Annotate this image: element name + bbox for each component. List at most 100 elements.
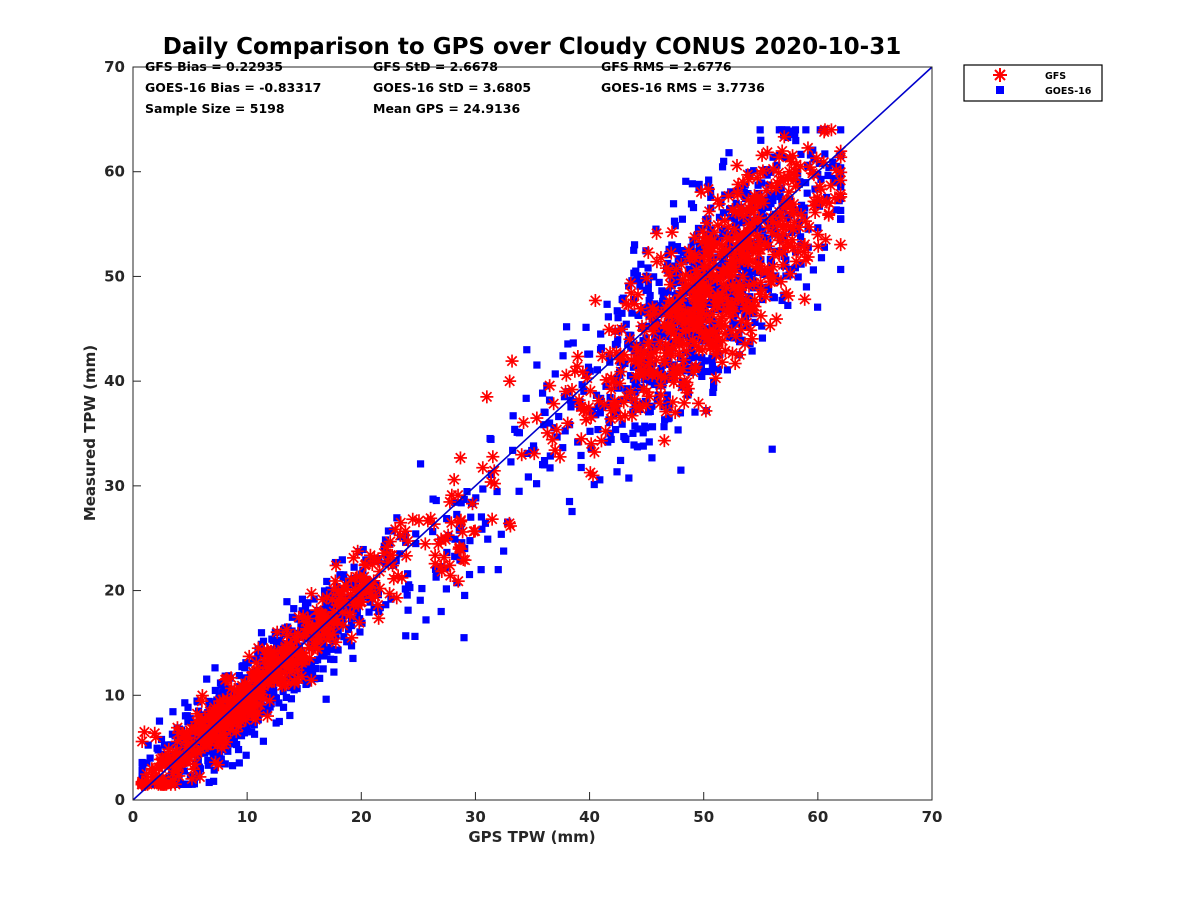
goes16-point [765, 191, 773, 199]
goes16-point [219, 689, 227, 697]
gfs-point [732, 281, 746, 295]
gfs-point [185, 772, 199, 786]
gfs-point [726, 305, 740, 319]
goes16-point [738, 219, 746, 227]
goes16-point [321, 646, 329, 654]
gfs-point [688, 248, 702, 262]
gfs-point [515, 448, 529, 462]
gfs-point [251, 641, 265, 655]
gfs-point [292, 610, 306, 624]
goes16-point [667, 338, 675, 347]
goes16-point [551, 370, 559, 378]
goes16-point [633, 276, 641, 285]
goes16-point [275, 699, 283, 707]
goes16-point [766, 255, 774, 264]
gfs-point [764, 210, 778, 224]
gfs-point [503, 519, 517, 533]
gfs-point [754, 309, 768, 323]
goes16-point [146, 754, 154, 762]
goes16-point [768, 445, 776, 453]
gfs-point [195, 689, 209, 703]
goes16-point [404, 570, 412, 578]
goes16-point [405, 581, 413, 589]
plot-frame [132, 66, 933, 801]
gfs-point [810, 151, 824, 165]
goes16-point [618, 420, 626, 428]
goes16-point [418, 584, 426, 593]
goes16-point [509, 446, 517, 454]
goes16-point [190, 780, 198, 788]
goes16-point [532, 480, 541, 488]
goes16-point [466, 537, 474, 545]
goes16-point [293, 684, 301, 693]
goes16-point [365, 608, 373, 616]
gfs-point [750, 171, 764, 185]
gfs-point [154, 757, 168, 771]
goes16-point [638, 308, 646, 316]
gfs-point [599, 373, 613, 387]
gfs-point [760, 184, 774, 198]
gfs-point [276, 675, 290, 689]
goes16-point [803, 189, 811, 197]
goes16-point [382, 601, 390, 609]
gfs-point [756, 164, 770, 178]
gfs-point [764, 274, 778, 288]
gfs-point [677, 396, 691, 410]
goes16-point [567, 403, 575, 411]
gfs-point [263, 665, 277, 679]
goes16-point [639, 429, 647, 437]
goes16-point [835, 197, 843, 205]
goes16-point [204, 756, 212, 765]
goes16-point [797, 150, 805, 158]
goes16-point [606, 429, 614, 437]
goes16-point [228, 689, 236, 698]
goes16-point [657, 365, 665, 373]
goes16-point [401, 585, 409, 593]
goes16-point [626, 372, 635, 380]
gfs-point [704, 271, 718, 285]
gfs-point [329, 558, 343, 572]
goes16-point [606, 393, 614, 402]
gfs-point [708, 338, 722, 352]
gfs-point [428, 557, 442, 571]
gfs-point [664, 246, 678, 260]
gfs-point [447, 473, 461, 487]
goes16-point [702, 367, 711, 376]
goes16-point [313, 656, 322, 664]
goes16-point [584, 363, 593, 371]
goes16-point [648, 402, 656, 410]
goes16-point [392, 557, 400, 565]
goes16-point [637, 260, 645, 268]
goes16-point [323, 577, 331, 586]
goes16-point [742, 314, 750, 322]
gfs-point [828, 191, 842, 205]
goes16-point [654, 377, 663, 386]
gfs-point [636, 368, 650, 382]
goes16-point [259, 637, 268, 645]
goes16-point [432, 496, 440, 505]
goes16-point [767, 200, 775, 208]
legend-marker-gfs [993, 68, 1007, 82]
gfs-point [454, 515, 468, 529]
y-tick-label: 0 [115, 791, 125, 809]
gfs-point [657, 434, 671, 448]
goes16-point [195, 769, 203, 777]
goes16-point [523, 449, 531, 458]
gfs-point [797, 245, 811, 259]
gfs-point [345, 631, 359, 645]
goes16-point [640, 304, 648, 312]
goes16-point [706, 227, 714, 235]
stat-gfs-bias: GFS Bias = 0.22935 [145, 59, 283, 74]
gfs-point [291, 672, 305, 686]
goes16-point [627, 331, 635, 339]
goes16-point [306, 663, 314, 671]
goes16-point [350, 563, 358, 571]
goes16-point [674, 279, 682, 287]
goes16-point [636, 341, 644, 350]
goes16-point [718, 163, 727, 171]
goes16-point [451, 535, 459, 543]
goes16-point [618, 309, 626, 317]
gfs-point [248, 669, 262, 683]
x-tick-label: 20 [351, 808, 372, 826]
goes16-point [743, 214, 751, 222]
